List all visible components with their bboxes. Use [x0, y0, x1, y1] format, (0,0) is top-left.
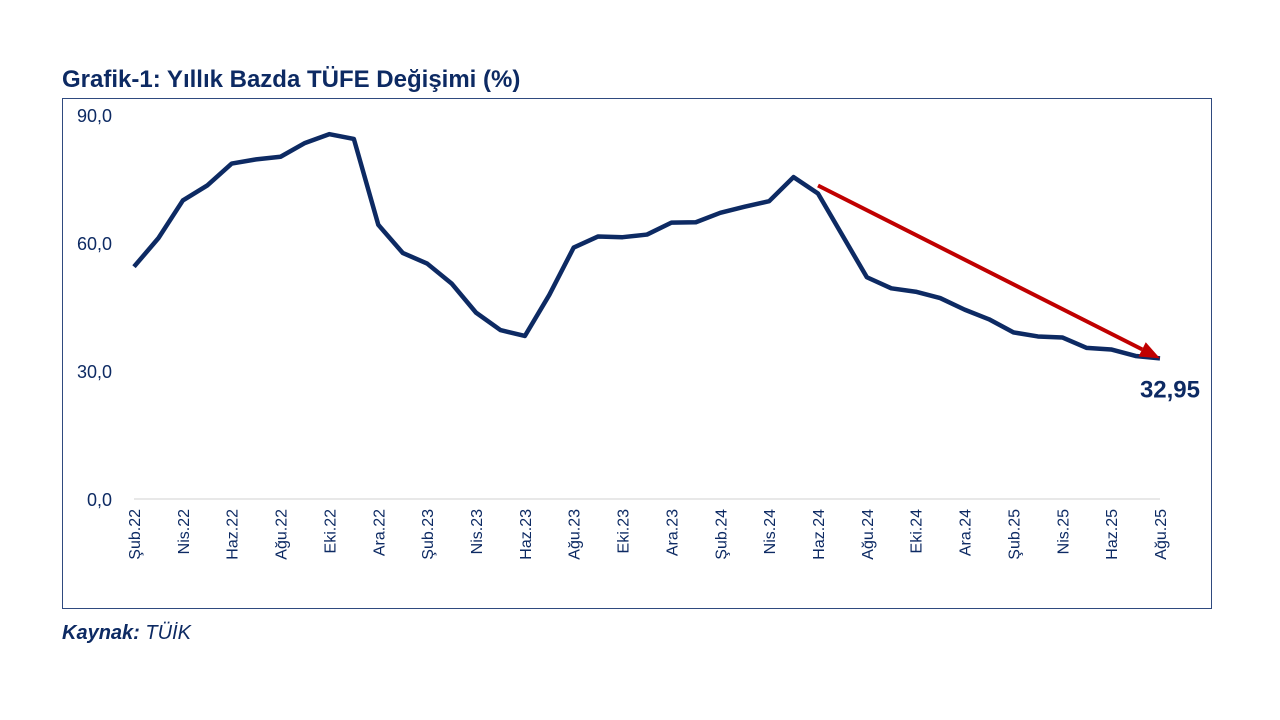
series-line — [132, 131, 1161, 361]
x-tick-label: Haz.23 — [518, 509, 535, 560]
y-tick-label: 90,0 — [77, 106, 112, 126]
x-tick-label: Eki.24 — [909, 509, 926, 554]
x-tick-label: Şub.24 — [713, 509, 730, 560]
x-tick-label: Şub.23 — [420, 509, 437, 560]
x-tick-label: Nis.23 — [469, 509, 486, 554]
x-tick-label: Nis.22 — [176, 509, 193, 554]
trend-arrow-line — [817, 183, 1144, 352]
y-tick-label: 0,0 — [87, 490, 112, 510]
x-tick-label: Haz.24 — [811, 509, 828, 560]
x-tick-label: Şub.22 — [127, 509, 144, 560]
x-tick-label: Ağu.22 — [274, 509, 291, 560]
x-tick-label: Nis.25 — [1055, 509, 1072, 554]
x-tick-label: Ara.22 — [371, 509, 388, 556]
chart-frame — [62, 98, 1212, 609]
x-tick-label: Ağu.25 — [1153, 509, 1170, 560]
x-tick-label: Şub.25 — [1006, 509, 1023, 560]
x-tick-label: Eki.22 — [322, 509, 339, 554]
chart-title: Grafik-1: Yıllık Bazda TÜFE Değişimi (%) — [62, 66, 521, 93]
source-note: Kaynak: TÜİK — [62, 622, 191, 645]
source-value: TÜİK — [145, 622, 191, 644]
source-label: Kaynak: — [62, 622, 140, 644]
x-tick-label: Eki.23 — [616, 509, 633, 554]
trend-arrow-head — [1138, 342, 1160, 359]
x-tick-label: Ağu.24 — [860, 509, 877, 560]
y-tick-label: 60,0 — [77, 234, 112, 254]
x-tick-label: Nis.24 — [762, 509, 779, 554]
x-tick-label: Ara.23 — [664, 509, 681, 556]
x-tick-label: Haz.25 — [1104, 509, 1121, 560]
x-tick-label: Ara.24 — [958, 509, 975, 556]
x-tick-label: Haz.22 — [225, 509, 242, 560]
x-tick-label: Ağu.23 — [567, 509, 584, 560]
data-label: 32,95 — [1140, 376, 1200, 403]
y-tick-label: 30,0 — [77, 362, 112, 382]
